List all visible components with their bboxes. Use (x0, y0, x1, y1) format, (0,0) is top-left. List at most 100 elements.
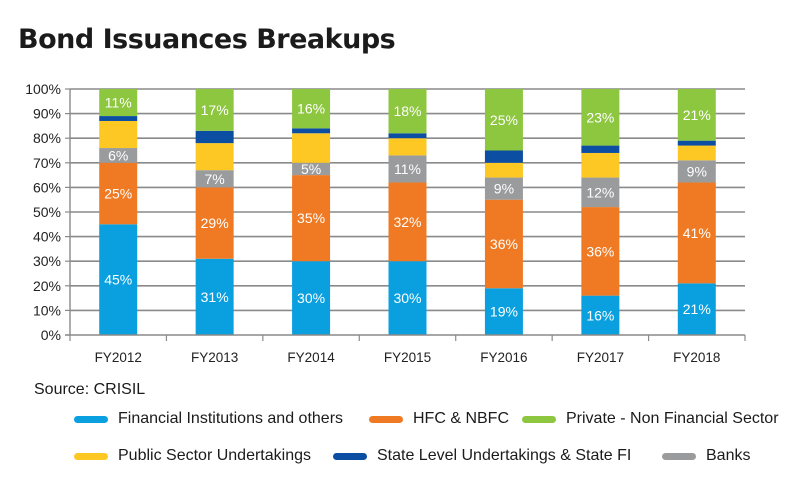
y-tick-label: 60% (33, 179, 61, 195)
x-tick-label: FY2017 (577, 350, 624, 365)
bar-segment (484, 162, 523, 178)
x-tick-label: FY2014 (287, 350, 335, 365)
bar-segment (195, 89, 234, 131)
data-label: 18% (393, 103, 421, 119)
data-label: 29% (201, 215, 229, 231)
bar-segment (484, 199, 523, 289)
data-label: 5% (301, 161, 321, 177)
data-label: 30% (297, 290, 325, 306)
bar-segment (581, 145, 620, 153)
legend-item-financial-institutions: Financial Institutions and others (74, 410, 343, 428)
legend-label: State Level Undertakings & State FI (377, 447, 632, 464)
legend-swatch-icon (369, 415, 403, 423)
data-label: 21% (683, 301, 711, 317)
data-label: 36% (490, 236, 518, 252)
legend-swatch-icon (662, 452, 696, 460)
legend-label: HFC & NBFC (413, 410, 509, 427)
bar-segment (677, 145, 716, 161)
data-label: 36% (586, 243, 614, 259)
data-label: 32% (393, 214, 421, 230)
legend-label: Public Sector Undertakings (118, 447, 311, 464)
bar-segment (195, 130, 234, 144)
bar-segment (99, 89, 138, 117)
data-label: 6% (108, 147, 128, 163)
bar-segment (484, 89, 523, 151)
bar-segment (195, 258, 234, 335)
y-tick-label: 50% (33, 204, 61, 220)
data-label: 16% (586, 307, 614, 323)
data-label: 16% (297, 101, 325, 117)
data-label: 31% (201, 289, 229, 305)
bar-segment (99, 116, 138, 121)
y-tick-label: 100% (25, 81, 61, 97)
bar-segment (388, 138, 427, 156)
bar-segment (581, 152, 620, 178)
bar-segment (99, 120, 138, 149)
data-label: 19% (490, 304, 518, 320)
data-label: 9% (687, 163, 707, 179)
chart-title: Bond Issuances Breakups (18, 24, 396, 55)
y-tick-label: 40% (33, 229, 61, 245)
bar-segment (484, 288, 523, 335)
bar-segment (677, 89, 716, 141)
data-label: 21% (683, 107, 711, 123)
y-tick-label: 80% (33, 130, 61, 146)
bar-segment (677, 160, 716, 183)
bar-segment (388, 133, 427, 139)
legend-swatch-icon (74, 415, 108, 423)
data-label: 35% (297, 210, 325, 226)
y-tick-label: 90% (33, 106, 61, 122)
bar-segment (195, 170, 234, 188)
source-note: Source: CRISIL (34, 381, 146, 398)
bar-segment (99, 148, 138, 163)
data-label: 17% (201, 102, 229, 118)
bar-segment (388, 261, 427, 335)
bar-segment (99, 162, 138, 225)
data-label: 30% (393, 290, 421, 306)
legend-label: Banks (706, 447, 751, 464)
data-label: 45% (104, 272, 132, 288)
data-label: 23% (586, 109, 614, 125)
bar-segment (677, 182, 716, 284)
bar-segment (581, 89, 620, 146)
bar-segment (388, 155, 427, 183)
y-tick-label: 70% (33, 155, 61, 171)
bar-segment (292, 128, 331, 134)
bar-segment (195, 143, 234, 171)
data-label: 41% (683, 225, 711, 241)
y-axis-ticks: 0% 10% 20% 30% 40% 50% 60% 70% 80% 90% 100% (25, 81, 61, 343)
x-tick-label: FY2015 (384, 350, 431, 365)
bar-segment (677, 140, 716, 146)
data-label: 11% (105, 95, 132, 111)
y-tick-label: 0% (41, 327, 61, 343)
x-tick-label: FY2016 (480, 350, 527, 365)
legend-swatch-icon (522, 415, 556, 423)
legend-swatch-icon (74, 452, 108, 460)
bar-segment (388, 182, 427, 262)
bar-segment (195, 187, 234, 259)
data-label: 7% (205, 171, 225, 187)
legend-item-state-level: State Level Undertakings & State FI (333, 447, 631, 465)
bar-segment (292, 133, 331, 163)
data-label: 12% (586, 184, 614, 200)
legend-swatch-icon (333, 452, 367, 460)
data-label: 25% (490, 112, 518, 128)
legend-item-banks: Banks (662, 447, 750, 465)
bar-segment (484, 177, 523, 200)
bar-segment (292, 175, 331, 262)
y-tick-label: 30% (33, 253, 61, 269)
bar-segment (99, 224, 138, 335)
y-tick-label: 20% (33, 278, 61, 294)
bar-segment (292, 162, 331, 176)
bar-segment (292, 261, 331, 335)
x-tick-label: FY2018 (673, 350, 720, 365)
legend-label: Financial Institutions and others (118, 410, 344, 427)
x-axis: FY2012 FY2013 FY2014 FY2015 FY2016 FY2017 FY20… (65, 334, 746, 365)
bar-segment (484, 150, 523, 163)
x-tick-label: FY2013 (191, 350, 238, 365)
legend-item-public-sector: Public Sector Undertakings (74, 447, 311, 465)
legend-item-hfc-nbfc: HFC & NBFC (369, 410, 509, 428)
bars (99, 89, 716, 335)
data-label: 9% (494, 181, 514, 197)
